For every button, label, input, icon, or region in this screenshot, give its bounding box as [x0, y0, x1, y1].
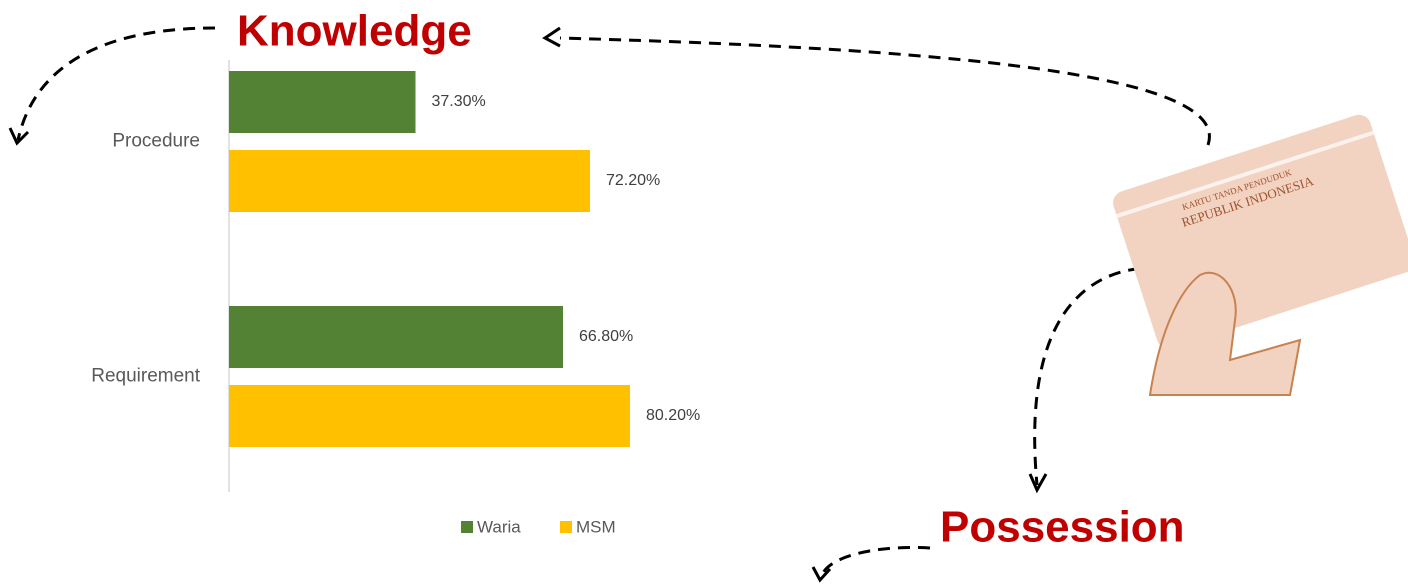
arrow [1035, 268, 1160, 485]
legend-swatch [560, 521, 572, 533]
legend-label: MSM [576, 517, 616, 536]
category-label: Procedure [112, 131, 200, 152]
arrow-head [545, 28, 560, 46]
bar [229, 385, 630, 447]
category-label: Requirement [91, 366, 200, 387]
id-card: KARTU TANDA PENDUDUK REPUBLIK INDONESIA [1110, 112, 1408, 352]
arrow [822, 547, 930, 575]
legend-label: Waria [477, 517, 521, 536]
value-label: 72.20% [606, 172, 660, 189]
arrow [18, 28, 215, 140]
chart: Knowledge Possession KARTU TANDA PENDUDU… [0, 0, 1408, 585]
bar [229, 150, 590, 212]
annotation: Knowledge [237, 7, 472, 56]
value-label: 80.20% [646, 407, 700, 424]
bar [229, 71, 416, 133]
annotation: Possession [940, 503, 1185, 552]
bar [229, 306, 563, 368]
card [1110, 112, 1408, 352]
arrow [560, 38, 1209, 145]
value-label: 37.30% [432, 93, 486, 110]
value-label: 66.80% [579, 328, 633, 345]
legend-swatch [461, 521, 473, 533]
